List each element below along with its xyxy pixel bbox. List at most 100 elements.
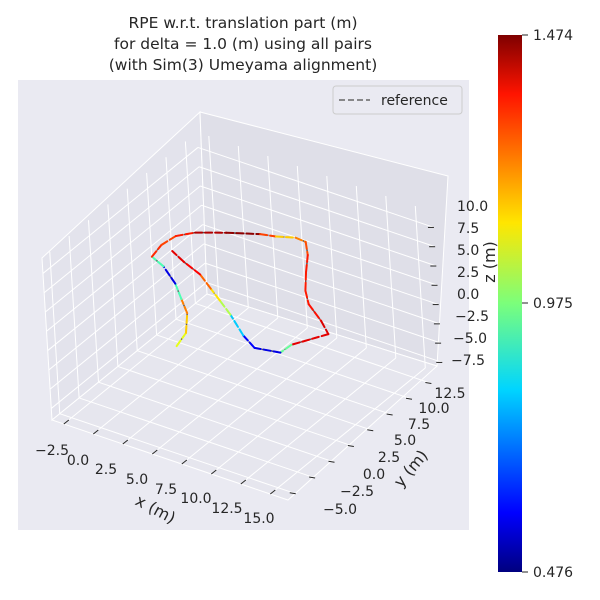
grid-line-x (237, 145, 249, 309)
trajectory-segment (304, 240, 309, 257)
grid-line-x (385, 195, 397, 359)
grid-line-x (151, 327, 308, 455)
colorbar-mid-label: 0.975 (533, 296, 573, 312)
x-tick-mark (269, 489, 276, 495)
y-tick-label: −5.0 (323, 502, 357, 518)
y-tick-label: 0.0 (363, 467, 385, 483)
chart-title-line-3: (with Sim(3) Umeyama alignment) (109, 56, 378, 74)
trajectory-segment (304, 271, 307, 292)
trajectory-segment (290, 333, 330, 346)
y-tick-label: 5.0 (394, 433, 416, 449)
y-tick-mark (347, 444, 354, 447)
x-tick-label: 12.5 (211, 501, 242, 517)
grid-line-z (201, 204, 438, 286)
trajectory-segment (174, 282, 183, 301)
x-tick-label: 0.0 (67, 453, 89, 469)
z-tick-label: 7.5 (457, 221, 479, 237)
grid-line-x (414, 205, 426, 369)
grid-line-y (156, 334, 393, 416)
grid-line-z (204, 262, 442, 344)
x-tick-labels: −2.5 0.0 2.5 5.0 7.5 10.0 12.5 15.0 (35, 443, 275, 527)
trajectory-segment (304, 254, 309, 274)
x-tick-label: 7.5 (155, 482, 177, 498)
z-tick-label: 10.0 (457, 199, 488, 215)
z-tick-label: 0.0 (457, 287, 479, 303)
grid-line-z (50, 282, 207, 409)
trajectory-segment (175, 331, 187, 348)
grid-line-z (197, 146, 435, 228)
grid-line-z (203, 243, 441, 325)
trajectory-segment (279, 343, 293, 354)
trajectory-segment (218, 299, 232, 316)
grid-line-x (296, 165, 308, 329)
chart-title-line-2: for delta = 1.0 (m) using all pairs (114, 35, 372, 53)
grid-line-x (210, 347, 367, 475)
grid-line-y (78, 397, 316, 479)
trajectory-segment (253, 346, 282, 354)
trajectory-segment (160, 235, 177, 246)
x-tick-mark (181, 459, 188, 465)
grid-line-z (198, 166, 436, 248)
y-tick-mark (309, 476, 316, 479)
grid-line-x (92, 307, 249, 435)
grid-line-z (43, 166, 200, 294)
grid-line-x (122, 317, 279, 445)
grid-line-y (68, 235, 80, 398)
y-tick-mark (328, 460, 335, 463)
trajectory-segment (320, 320, 330, 336)
grid-line-z (42, 147, 199, 274)
z-tick-label: −2.5 (455, 309, 489, 325)
trajectory-segment (184, 312, 189, 334)
colorbar: 1.474 0.975 0.476 (498, 28, 573, 581)
trajectory-segment (307, 303, 323, 323)
grid-line-y (146, 172, 158, 335)
y-tick-label: −2.5 (340, 484, 374, 500)
grid-line-y (88, 220, 99, 383)
colorbar-gradient (498, 35, 522, 572)
trajectory-segment (171, 250, 185, 263)
x-tick-label: 15.0 (243, 511, 274, 527)
y-tick-mark (289, 492, 296, 495)
trajectory (150, 231, 330, 354)
grid-line-x (326, 175, 338, 339)
trajectory-segment (242, 334, 256, 349)
trajectory-segment (294, 236, 307, 243)
grid-line-x (240, 357, 397, 485)
grid-line-z (200, 185, 437, 267)
trajectory-segment (174, 231, 197, 238)
trajectory-segment (304, 289, 310, 306)
x-tick-mark (151, 449, 158, 455)
z-tick-label: −7.5 (451, 353, 485, 369)
grid-line-y (107, 204, 119, 367)
grid-line-z (48, 243, 205, 371)
trajectory-segment (150, 255, 165, 268)
trajectory-segment (199, 273, 212, 290)
z-tick-label: 5.0 (457, 243, 479, 259)
grid-lines (42, 135, 443, 495)
x-tick-mark (63, 419, 70, 425)
legend-box (332, 85, 463, 115)
colorbar-max-label: 1.474 (533, 28, 573, 44)
x-tick-label: 2.5 (95, 462, 117, 478)
legend-label: reference (381, 93, 448, 109)
trajectory-segment (225, 231, 262, 236)
trajectory-segment (209, 287, 221, 302)
y-tick-label: 12.5 (434, 386, 465, 402)
grid-line-x (63, 297, 220, 425)
trajectory-segment (162, 265, 177, 285)
x-tick-label: 5.0 (126, 472, 148, 488)
y-tick-label: 2.5 (378, 450, 400, 466)
grid-line-y (117, 365, 355, 447)
grid-line-z (206, 281, 443, 363)
x-tick-mark (240, 479, 247, 485)
grid-line-z (49, 262, 206, 390)
grid-line-y (126, 188, 138, 351)
grid-line-y (137, 350, 374, 432)
trajectory-segment (229, 313, 245, 337)
grid-line-x (269, 367, 426, 495)
y-tick-mark (367, 429, 374, 432)
x-tick-mark (210, 469, 217, 475)
grid-line-x (181, 337, 338, 465)
